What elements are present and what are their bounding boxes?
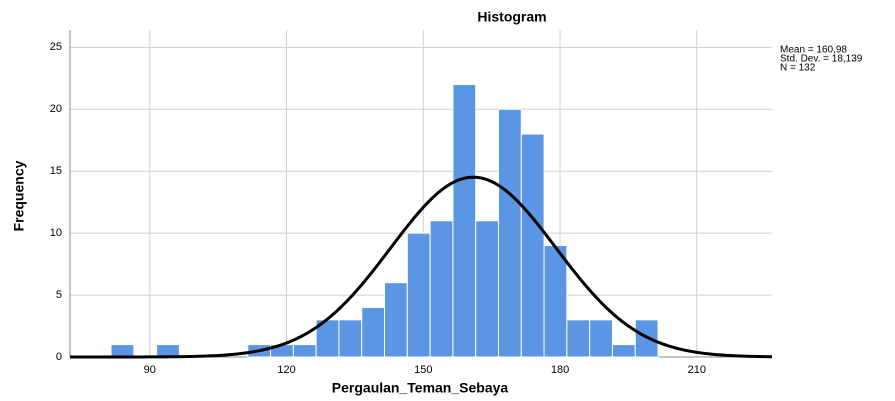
bar xyxy=(452,84,477,358)
y-tick-label: 5 xyxy=(56,289,62,301)
y-tick-label: 10 xyxy=(50,227,62,239)
bar xyxy=(384,282,408,358)
stats-label: Std. Dev. = 18,139 xyxy=(780,54,863,65)
bar xyxy=(475,220,499,358)
x-tick-label: 90 xyxy=(144,364,156,376)
x-tick-label: 150 xyxy=(414,364,432,376)
x-tick-label: 180 xyxy=(551,364,569,376)
bar xyxy=(361,306,386,358)
bar xyxy=(292,344,317,358)
x-tick-label: 120 xyxy=(277,364,295,376)
bar xyxy=(589,319,613,358)
y-axis-label: Frequency xyxy=(11,160,27,231)
bar xyxy=(543,245,568,358)
bar xyxy=(338,319,363,358)
normal-curve xyxy=(70,175,773,359)
stats-label: N = 132 xyxy=(780,63,816,74)
bar xyxy=(406,232,431,358)
x-tick-label: 210 xyxy=(688,364,706,376)
y-tick-label: 0 xyxy=(56,351,62,363)
bar xyxy=(110,344,135,358)
bar xyxy=(429,220,454,358)
y-tick-label: 20 xyxy=(50,103,62,115)
x-axis-label: Pergaulan_Teman_Sebaya xyxy=(332,380,509,396)
bar xyxy=(566,319,591,358)
chart-title: Histogram xyxy=(477,9,546,25)
bar xyxy=(611,344,636,358)
bar xyxy=(520,133,545,358)
bar xyxy=(156,344,180,358)
bar xyxy=(497,108,522,358)
stats-label: Mean = 160,98 xyxy=(780,45,847,56)
y-tick-label: 15 xyxy=(50,165,62,177)
y-tick-label: 25 xyxy=(50,41,62,53)
